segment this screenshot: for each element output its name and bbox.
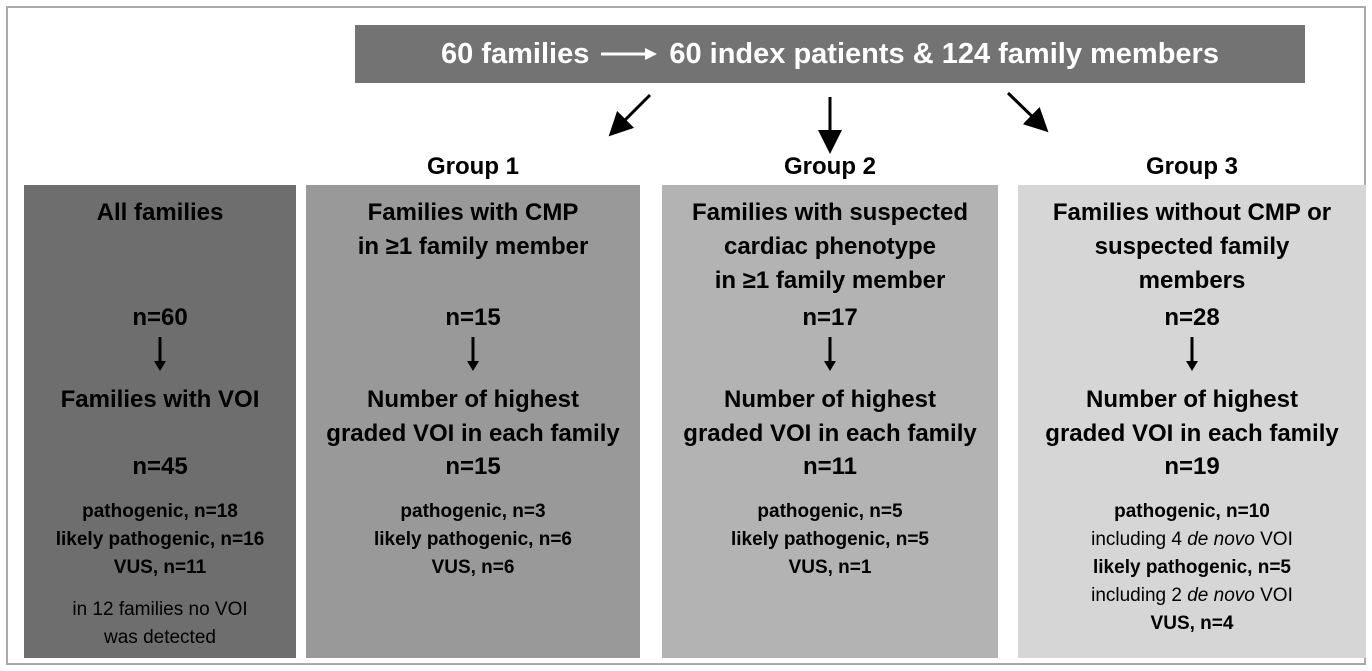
column-subtitle-line: graded VOI in each family: [683, 420, 977, 447]
n-total: n=15: [445, 304, 501, 331]
detail-line: including 2 de novo VOI: [1018, 582, 1366, 610]
n-voi: n=45: [132, 453, 188, 480]
column-subtitle: Number of highest graded VOI in each fami…: [662, 383, 998, 451]
detail-text: VUS, n=4: [1150, 613, 1234, 634]
detail-text: pathogenic, n=5: [757, 501, 903, 522]
detail-text: de novo: [1187, 529, 1255, 550]
column: All families n=60 Families with VOI n=45 pat…: [24, 185, 296, 658]
note-line: in 12 families no VOI: [72, 599, 248, 620]
detail-text: VOI: [1254, 585, 1293, 606]
details: pathogenic, n=10 including 4 de novo VOI l…: [1018, 498, 1366, 638]
arrow: [1186, 337, 1198, 371]
detail-text: likely pathogenic, n=5: [731, 529, 929, 550]
detail-text: likely pathogenic, n=16: [55, 529, 265, 550]
header-left: 60 families: [441, 37, 590, 70]
detail-line: likely pathogenic, n=6: [306, 526, 640, 554]
n-voi: n=19: [1164, 453, 1220, 480]
detail-text: pathogenic, n=18: [82, 501, 238, 522]
n-total: n=60: [132, 304, 188, 331]
note-line: was detected: [104, 627, 216, 648]
group-label: Group 3: [1145, 153, 1238, 180]
column-title-line: in ≥1 family member: [714, 267, 946, 294]
column-subtitle-line: Number of highest: [366, 386, 579, 413]
group-label: Group 1: [426, 153, 519, 180]
detail-line: pathogenic, n=5: [662, 498, 998, 526]
n-total: n=17: [802, 304, 858, 331]
arrow: [601, 48, 658, 60]
n-voi: n=11: [802, 453, 858, 480]
column-title-line: members: [1138, 267, 1246, 294]
detail-text: VUS, n=11: [113, 557, 207, 578]
detail-line: pathogenic, n=10: [1018, 498, 1366, 526]
detail-line: likely pathogenic, n=5: [662, 526, 998, 554]
n-voi: n=15: [445, 453, 501, 480]
column-title-line: cardiac phenotype: [723, 233, 937, 260]
column-subtitle-line: Number of highest: [723, 386, 936, 413]
detail-text: VUS, n=6: [431, 557, 515, 578]
column-title: Families with suspected cardiac phenotype…: [662, 196, 998, 298]
details: pathogenic, n=18 likely pathogenic, n=16 V…: [24, 498, 296, 652]
detail-line: likely pathogenic, n=16: [24, 526, 296, 554]
column-subtitle-line: graded VOI in each family: [326, 420, 620, 447]
arrow: [824, 337, 836, 371]
detail-text: pathogenic, n=3: [400, 501, 546, 522]
detail-line: pathogenic, n=3: [306, 498, 640, 526]
group-label: Group 2: [783, 153, 876, 180]
detail-text: VOI: [1254, 529, 1293, 550]
column-title: All families: [24, 196, 296, 230]
column: Families without CMP or suspected family m…: [1018, 185, 1366, 658]
column-subtitle: Families with VOI: [24, 383, 296, 417]
detail-text: de novo: [1187, 585, 1255, 606]
column-subtitle: Number of highest graded VOI in each fami…: [1018, 383, 1366, 451]
arrow: [467, 337, 479, 371]
detail-line: including 4 de novo VOI: [1018, 526, 1366, 554]
column-title-line: suspected family: [1094, 233, 1290, 260]
column-title-line: All families: [96, 199, 224, 226]
detail-text: likely pathogenic, n=5: [1093, 557, 1291, 578]
column: Families with CMP in ≥1 family member n=15…: [306, 185, 640, 658]
n-total: n=28: [1164, 304, 1220, 331]
detail-line: VUS, n=1: [662, 554, 998, 582]
detail-text: likely pathogenic, n=6: [374, 529, 572, 550]
branch-arrows: [608, 91, 1049, 154]
column-title: Families without CMP or suspected family m…: [1018, 196, 1366, 298]
column-title-line: Families without CMP or: [1052, 199, 1332, 226]
column-subtitle-line: graded VOI in each family: [1045, 420, 1339, 447]
column-subtitle-line: Families with VOI: [60, 386, 260, 413]
detail-line: VUS, n=4: [1018, 610, 1366, 638]
detail-text: including 2: [1091, 585, 1188, 606]
header-box: 60 families 60 index patients & 124 fami…: [355, 25, 1305, 83]
column-title: Families with CMP in ≥1 family member: [306, 196, 640, 264]
column-subtitle-line: Number of highest: [1085, 386, 1298, 413]
column-title-line: Families with suspected: [691, 199, 969, 226]
detail-text: pathogenic, n=10: [1114, 501, 1270, 522]
detail-line: pathogenic, n=18: [24, 498, 296, 526]
column-title-line: in ≥1 family member: [357, 233, 589, 260]
column-title-line: Families with CMP: [367, 199, 579, 226]
detail-text: including 4: [1091, 529, 1188, 550]
column: Families with suspected cardiac phenotype…: [662, 185, 998, 658]
header-right: 60 index patients & 124 family members: [669, 37, 1219, 70]
detail-line: VUS, n=11: [24, 554, 296, 582]
detail-line: likely pathogenic, n=5: [1018, 554, 1366, 582]
details: pathogenic, n=5 likely pathogenic, n=5 VUS…: [662, 498, 998, 582]
note: in 12 families no VOI was detected: [24, 596, 296, 652]
detail-text: VUS, n=1: [788, 557, 872, 578]
arrow: [154, 337, 166, 371]
column-subtitle: Number of highest graded VOI in each fami…: [306, 383, 640, 451]
detail-line: VUS, n=6: [306, 554, 640, 582]
details: pathogenic, n=3 likely pathogenic, n=6 VUS…: [306, 498, 640, 582]
